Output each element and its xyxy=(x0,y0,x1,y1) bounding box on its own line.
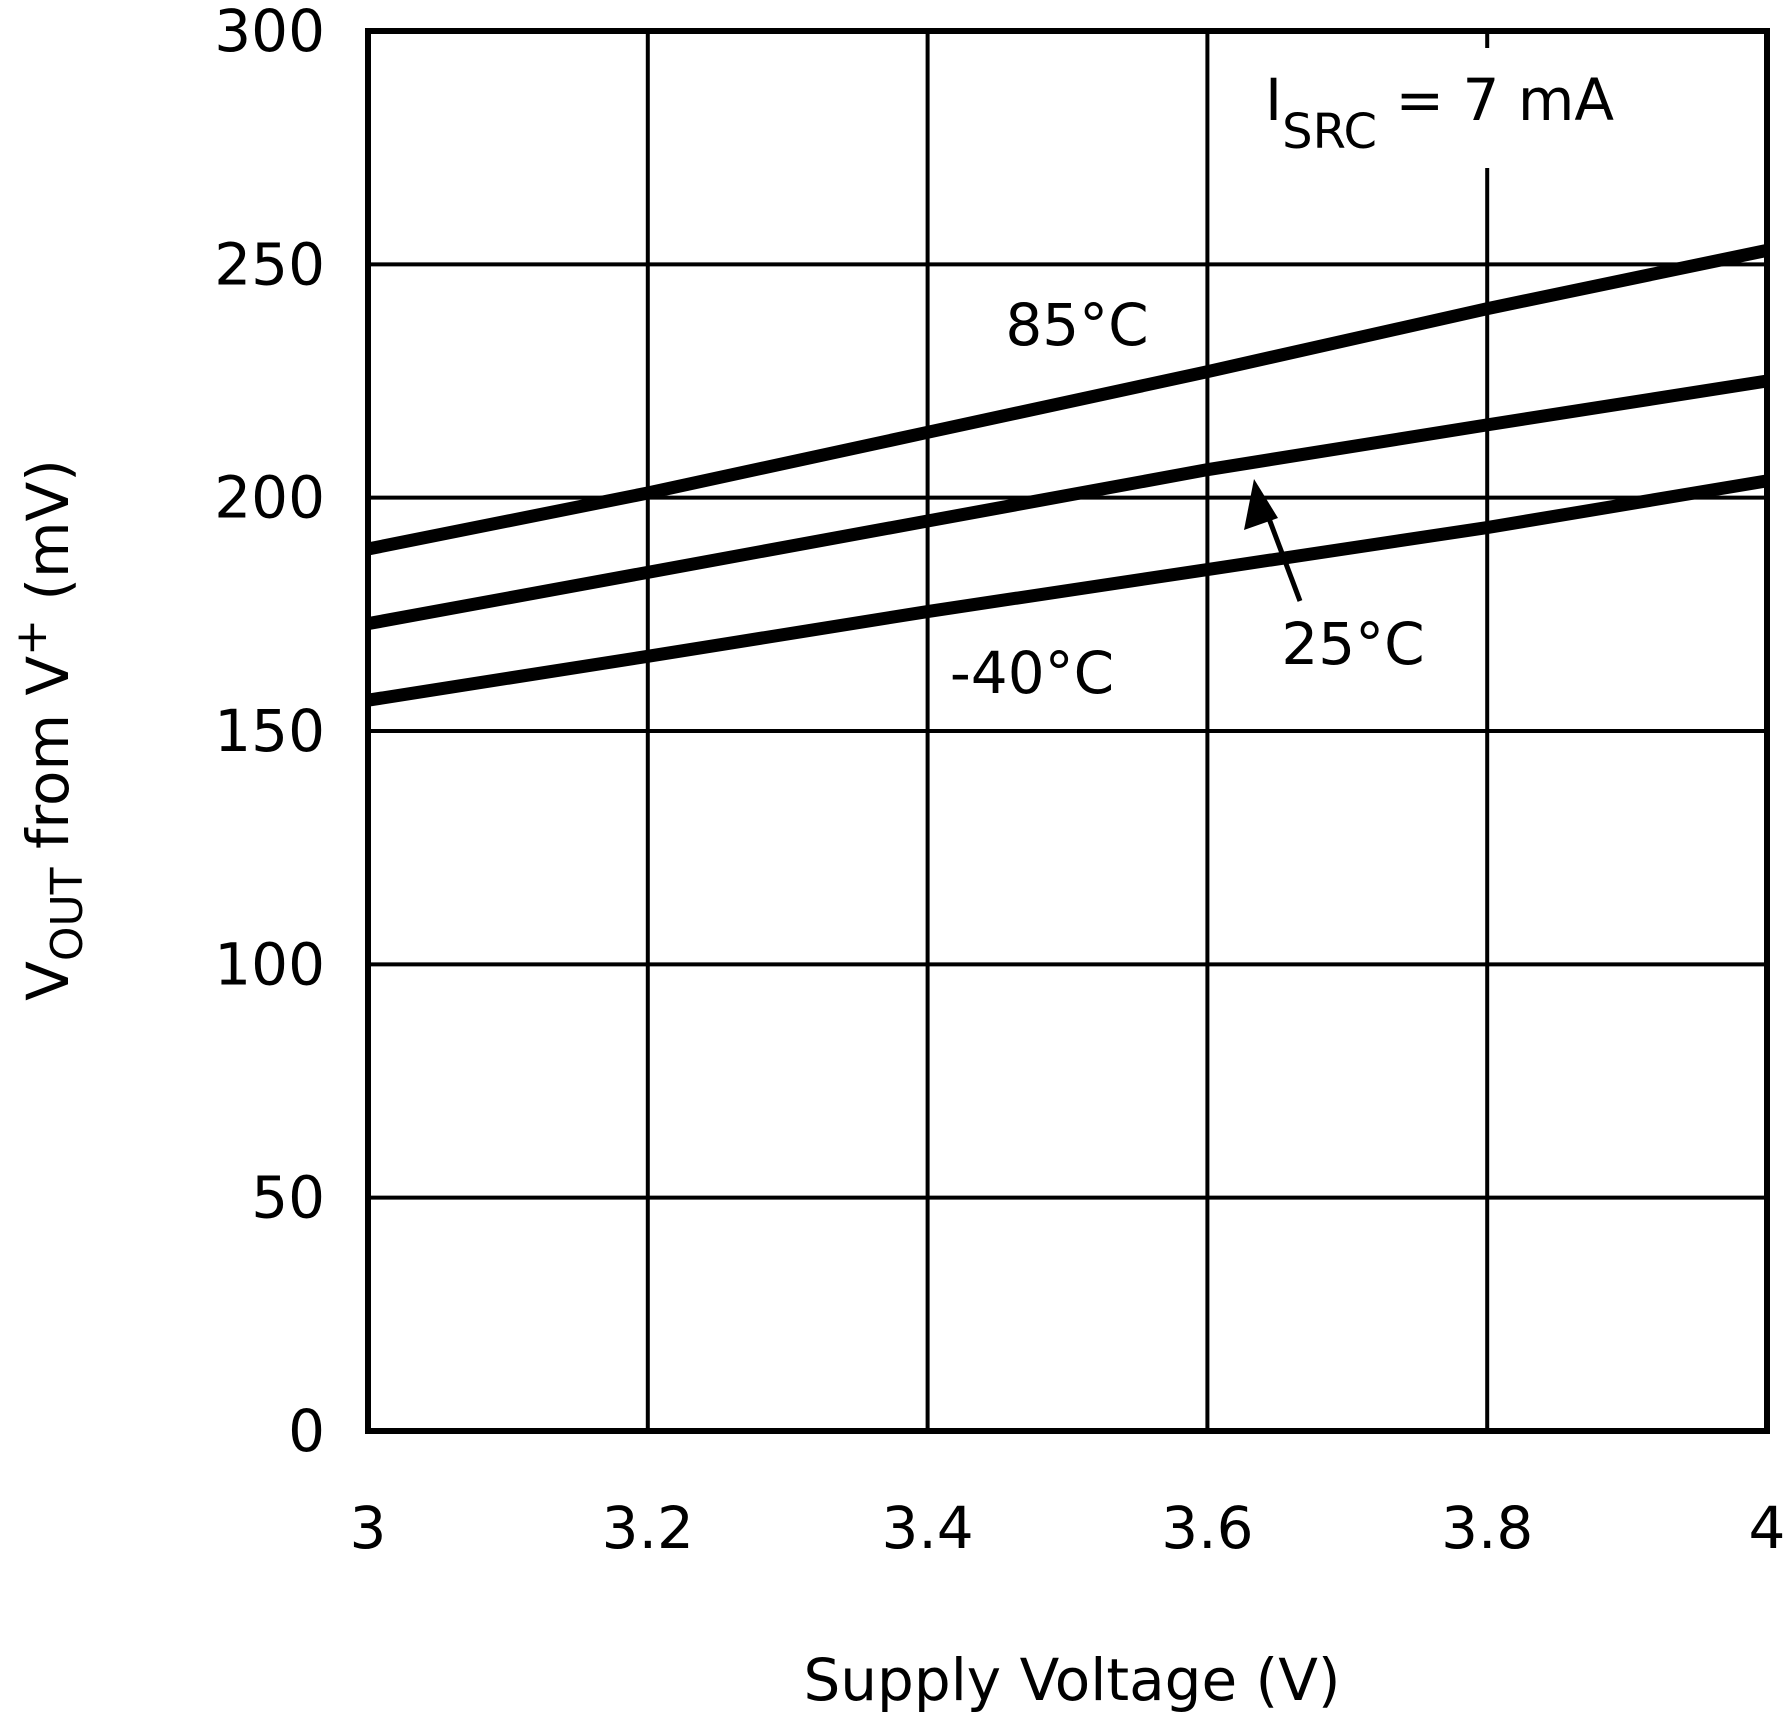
x-axis-label: Supply Voltage (V) xyxy=(803,1646,1340,1714)
x-tick-label: 3.6 xyxy=(1161,1494,1253,1562)
x-tick-label: 3.2 xyxy=(602,1494,694,1562)
y-label-mid: from V xyxy=(14,656,82,868)
series-label: 85°C xyxy=(1005,291,1148,359)
arrow xyxy=(1244,479,1303,602)
y-axis-label: VOUT from V+ (mV) xyxy=(6,459,93,1001)
x-tick-label: 3 xyxy=(350,1494,387,1562)
y-label-main: V xyxy=(14,961,82,1001)
series-label-bg xyxy=(1275,610,1431,678)
series-label: -40°C xyxy=(950,639,1114,707)
x-tick-label: 4 xyxy=(1749,1494,1786,1562)
data-line xyxy=(366,243,1769,556)
y-tick-label: 250 xyxy=(214,230,325,298)
y-tick-label: 300 xyxy=(214,0,325,65)
annotation-main: I xyxy=(1265,66,1282,134)
x-tick-label: 3.8 xyxy=(1441,1494,1533,1562)
grid xyxy=(366,29,1769,1433)
y-tick-label: 150 xyxy=(214,697,325,765)
annotation-bg xyxy=(1235,48,1735,168)
series-label-bg xyxy=(943,639,1121,707)
series-label: 25°C xyxy=(1281,610,1424,678)
y-label-sup: + xyxy=(6,619,57,656)
y-tick-label: 50 xyxy=(251,1164,325,1232)
data-line xyxy=(366,374,1769,631)
labels: 0 50 100 150 200 250 300 3 3.2 3.4 3.6 3.8 4 85°C 25°C… xyxy=(214,0,1785,1562)
annotation-sub: SRC xyxy=(1282,104,1377,160)
plot-frame xyxy=(365,28,1770,1434)
annotation: ISRC = 7 mA xyxy=(1265,66,1614,160)
y-label-end: (mV) xyxy=(14,459,82,619)
x-tick-label: 3.4 xyxy=(881,1494,973,1562)
y-label-sub: OUT xyxy=(42,867,93,961)
data-line xyxy=(366,474,1769,707)
y-tick-label: 100 xyxy=(214,930,325,998)
y-tick-label: 200 xyxy=(214,464,325,532)
annotation-end: = 7 mA xyxy=(1377,66,1614,134)
lines xyxy=(366,243,1769,707)
y-tick-label: 0 xyxy=(288,1397,325,1465)
series-label-bg xyxy=(999,291,1155,359)
